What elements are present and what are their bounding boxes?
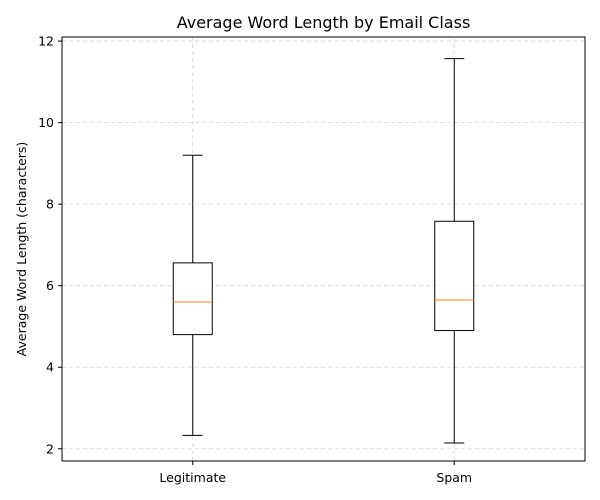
y-tick-label: 4: [46, 360, 54, 375]
box-legitimate: [172, 154, 213, 436]
chart-title: Average Word Length by Email Class: [177, 13, 471, 32]
y-tick-label: 2: [46, 441, 54, 456]
y-axis-label: Average Word Length (characters): [14, 142, 29, 357]
y-tick-label: 12: [38, 34, 54, 49]
iqr-box: [172, 262, 213, 336]
y-axis: 2 4 6 8 10 12: [38, 34, 62, 456]
y-tick-label: 10: [38, 115, 54, 130]
y-tick-label: 8: [46, 197, 54, 212]
y-tick-label: 6: [46, 278, 54, 293]
grid-lines: [62, 37, 585, 461]
plot-frame: [61, 36, 586, 462]
box-spam: [434, 58, 475, 444]
x-tick-label: Spam: [436, 470, 472, 485]
iqr-box: [434, 220, 475, 332]
x-tick-label: Legitimate: [159, 470, 226, 485]
x-axis: Legitimate Spam: [159, 461, 472, 485]
box-series: [172, 58, 475, 444]
